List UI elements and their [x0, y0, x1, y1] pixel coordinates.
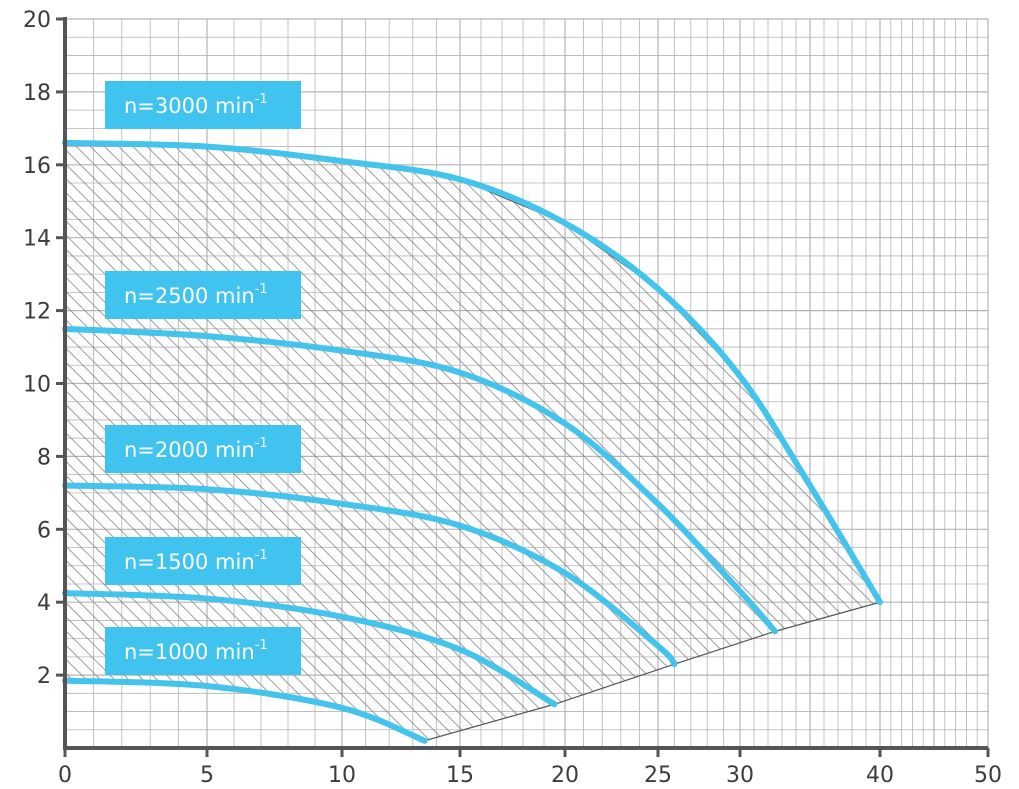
series-line-5: [62, 677, 428, 744]
y-tick-label: 6: [37, 518, 51, 543]
x-tick-label: 25: [644, 763, 672, 788]
x-tick-label: 50: [974, 763, 1002, 788]
series-label-main: n=1500 min: [124, 550, 255, 574]
series-label-1: n=3000 min-1: [105, 81, 301, 129]
series-label-text: n=1000 min-1: [124, 638, 268, 664]
y-tick-label: 4: [37, 591, 51, 616]
y-tick-label: 18: [23, 81, 51, 106]
series-label-sup: -1: [255, 282, 268, 297]
y-tick-label: 12: [23, 300, 51, 325]
series-label-text: n=2000 min-1: [124, 436, 268, 462]
series-label-2: n=2500 min-1: [105, 271, 301, 319]
series-label-main: n=3000 min: [124, 94, 255, 118]
x-tick-label: 40: [866, 763, 894, 788]
series-label-sup: -1: [255, 638, 268, 653]
y-tick-label: 10: [23, 373, 51, 398]
series-label-4: n=1500 min-1: [105, 537, 301, 585]
x-tick-label: 5: [200, 763, 214, 788]
y-tick-label: 2: [37, 664, 51, 689]
x-tick-label: 15: [446, 763, 474, 788]
series-labels: n=3000 min-1n=2500 min-1n=2000 min-1n=15…: [105, 81, 301, 675]
series-label-text: n=2500 min-1: [124, 282, 268, 308]
x-tick-label: 20: [551, 763, 579, 788]
series-label-main: n=2500 min: [124, 284, 255, 308]
speed-curves: [62, 139, 883, 744]
series-label-sup: -1: [255, 548, 268, 563]
series-line-3: [62, 482, 678, 668]
series-label-sup: -1: [255, 92, 268, 107]
x-tick-label: 10: [328, 763, 356, 788]
series-label-text: n=3000 min-1: [124, 92, 268, 118]
series-label-main: n=1000 min: [124, 640, 255, 664]
y-tick-label: 20: [23, 8, 51, 33]
series-label-box: [105, 425, 301, 473]
series-line-1: [62, 139, 883, 606]
series-label-box: [105, 271, 301, 319]
y-tick-label: 14: [23, 227, 51, 252]
series-line-4: [62, 590, 558, 708]
series-label-3: n=2000 min-1: [105, 425, 301, 473]
y-tick-label: 16: [23, 154, 51, 179]
series-label-box: [105, 81, 301, 129]
series-label-5: n=1000 min-1: [105, 627, 301, 675]
x-tick-label: 0: [58, 763, 72, 788]
series-label-box: [105, 627, 301, 675]
x-tick-label: 30: [726, 763, 754, 788]
series-line-2: [62, 325, 778, 635]
series-label-sup: -1: [255, 436, 268, 451]
series-label-box: [105, 537, 301, 585]
y-tick-label: 8: [37, 445, 51, 470]
series-label-text: n=1500 min-1: [124, 548, 268, 574]
axes: 2 4 6 8 10 12 14 16 18 20 0 5 10 15 20 25 30 40 50: [23, 8, 1002, 788]
series-label-main: n=2000 min: [124, 438, 255, 462]
